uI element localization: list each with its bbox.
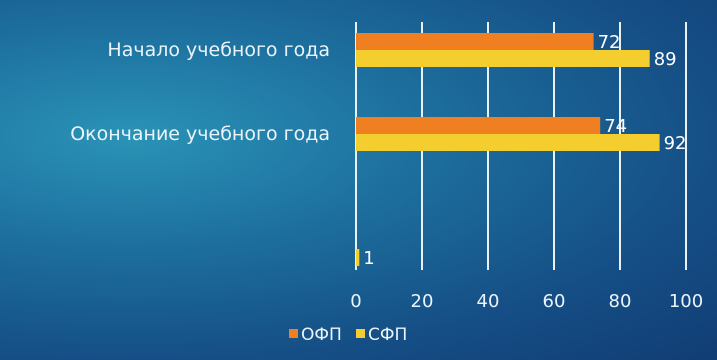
x-tick-label: 40 xyxy=(477,291,500,312)
x-tick-label: 0 xyxy=(350,291,361,312)
data-label: 92 xyxy=(664,133,687,154)
bar-СФП-0 xyxy=(356,50,650,67)
data-label: 72 xyxy=(598,32,621,53)
x-tick-label: 60 xyxy=(543,291,566,312)
bar-ОФП-0 xyxy=(356,33,594,50)
legend-label: СФП xyxy=(368,325,407,345)
data-label: 74 xyxy=(604,116,627,137)
data-label: 1 xyxy=(363,248,374,269)
legend-label: ОФП xyxy=(301,325,342,345)
bar-СФП-1 xyxy=(356,134,660,151)
legend-swatch-ОФП xyxy=(289,329,298,338)
x-tick-label: 80 xyxy=(609,291,632,312)
bar-СФП-2 xyxy=(356,249,360,266)
bar-ОФП-1 xyxy=(356,117,601,134)
legend-swatch-СФП xyxy=(356,329,365,338)
data-label: 89 xyxy=(654,49,677,70)
category-label: Окончание учебного года xyxy=(70,123,330,145)
x-tick-label: 20 xyxy=(411,291,434,312)
category-label: Начало учебного года xyxy=(107,39,330,61)
x-tick-label: 100 xyxy=(669,291,703,312)
